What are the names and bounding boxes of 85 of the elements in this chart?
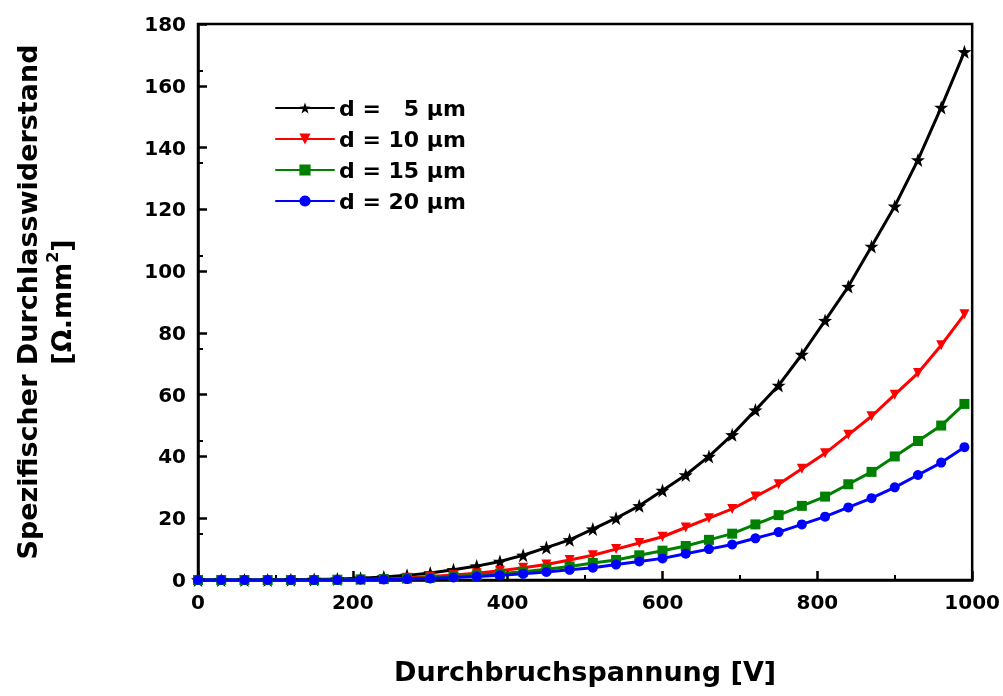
x-tick-label: 800 xyxy=(796,590,839,614)
y-tick-label: 60 xyxy=(158,382,186,407)
point xyxy=(843,429,854,440)
point xyxy=(936,340,947,351)
point xyxy=(934,100,949,115)
point xyxy=(957,44,972,59)
point xyxy=(959,398,970,409)
point xyxy=(585,522,600,537)
legend-label: d = 15 μm xyxy=(339,157,466,183)
point xyxy=(562,532,577,547)
point xyxy=(889,482,900,493)
point xyxy=(609,511,624,526)
point xyxy=(655,483,670,498)
point xyxy=(889,389,900,400)
x-axis-title: Durchbruchspannung [V] xyxy=(394,655,777,687)
point xyxy=(959,309,970,320)
x-tick-label: 0 xyxy=(191,590,205,614)
point xyxy=(912,469,923,480)
point xyxy=(703,544,714,555)
point xyxy=(866,466,877,477)
point xyxy=(657,531,668,542)
legend-label: d = 20 μm xyxy=(339,188,466,214)
point xyxy=(889,451,900,462)
legend-label: d = 5 μm xyxy=(339,95,466,121)
point xyxy=(820,511,831,522)
y-tick-label: 140 xyxy=(144,135,186,160)
point xyxy=(611,544,622,555)
point xyxy=(516,548,531,563)
point xyxy=(611,559,622,570)
point xyxy=(701,449,716,464)
point xyxy=(936,457,947,468)
point xyxy=(796,500,807,511)
x-tick-label: 200 xyxy=(331,590,374,614)
x-tick-label: 400 xyxy=(486,590,529,614)
point xyxy=(820,491,831,502)
point xyxy=(796,463,807,474)
point xyxy=(959,442,970,453)
x-tick-label: 600 xyxy=(641,590,684,614)
y-tick-label: 20 xyxy=(158,506,186,531)
point xyxy=(727,528,738,539)
point xyxy=(866,493,877,504)
y-tick-label: 0 xyxy=(172,568,186,592)
y-tick-label: 180 xyxy=(144,12,186,36)
point xyxy=(657,553,668,564)
point xyxy=(680,548,691,559)
point xyxy=(748,403,763,418)
point xyxy=(820,448,831,459)
point xyxy=(539,540,554,555)
point xyxy=(727,503,738,514)
legend-label: d = 10 μm xyxy=(339,126,466,152)
point xyxy=(634,556,645,567)
x-tick-label: 1000 xyxy=(944,590,1000,614)
point xyxy=(773,510,784,521)
point xyxy=(727,539,738,550)
y-tick-label: 160 xyxy=(144,73,186,98)
y-tick-label: 80 xyxy=(158,320,186,345)
point xyxy=(703,534,714,545)
y-tick-label: 40 xyxy=(158,444,186,469)
y-tick-label: 100 xyxy=(144,259,186,284)
point xyxy=(725,427,740,442)
point xyxy=(703,513,714,524)
point xyxy=(773,527,784,538)
point xyxy=(912,368,923,379)
point xyxy=(887,199,902,214)
point xyxy=(678,467,693,482)
point xyxy=(864,239,879,254)
point xyxy=(843,502,854,513)
point xyxy=(796,519,807,530)
point xyxy=(841,279,856,294)
point xyxy=(771,378,786,393)
point xyxy=(936,420,947,431)
point xyxy=(910,152,925,167)
point xyxy=(794,347,809,362)
point xyxy=(680,522,691,533)
point xyxy=(750,519,761,530)
point xyxy=(843,479,854,490)
point xyxy=(587,562,598,573)
y-tick-label: 120 xyxy=(144,197,186,222)
point xyxy=(750,491,761,502)
point xyxy=(634,537,645,548)
point xyxy=(818,313,833,328)
point xyxy=(632,498,647,513)
point xyxy=(773,479,784,490)
point xyxy=(750,533,761,544)
point xyxy=(912,436,923,446)
